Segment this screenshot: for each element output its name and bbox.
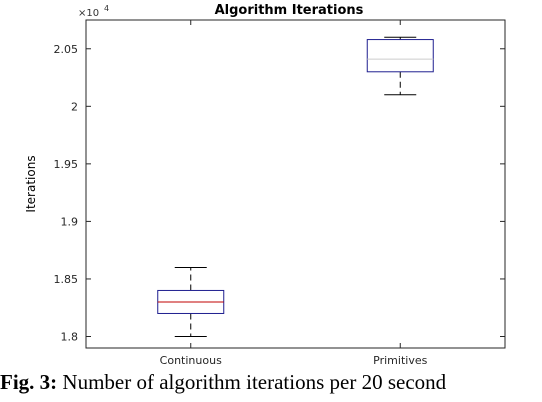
y-tick-label: 1.8 [61, 330, 79, 343]
y-tick-label: 1.9 [61, 215, 79, 228]
y-tick-label: 1.85 [54, 273, 79, 286]
chart-title: Algorithm Iterations [215, 3, 364, 18]
caption-text: Number of algorithm iterations per 20 se… [62, 370, 447, 394]
box-iqr [366, 39, 434, 73]
x-axis: Continuous Primitives [160, 20, 428, 367]
x-tick-label: Primitives [373, 354, 427, 367]
boxes [157, 36, 434, 337]
y-multiplier-base: ×10 [78, 8, 99, 19]
caption-label: Fig. 3: [0, 370, 58, 394]
box-primitives [366, 36, 434, 96]
box-continuous [157, 266, 225, 337]
figure-caption: Fig. 3: Number of algorithm iterations p… [0, 370, 446, 395]
y-tick-label: 2.05 [54, 43, 79, 56]
y-tick-label: 2 [71, 100, 78, 113]
y-multiplier-exponent: 4 [104, 4, 109, 13]
y-axis: 1.8 1.85 1.9 1.95 2 2.05 [54, 43, 505, 343]
y-tick-label: 1.95 [54, 158, 79, 171]
y-axis-label: Iterations [24, 155, 38, 212]
x-tick-label: Continuous [160, 354, 222, 367]
plot-area [85, 19, 506, 349]
